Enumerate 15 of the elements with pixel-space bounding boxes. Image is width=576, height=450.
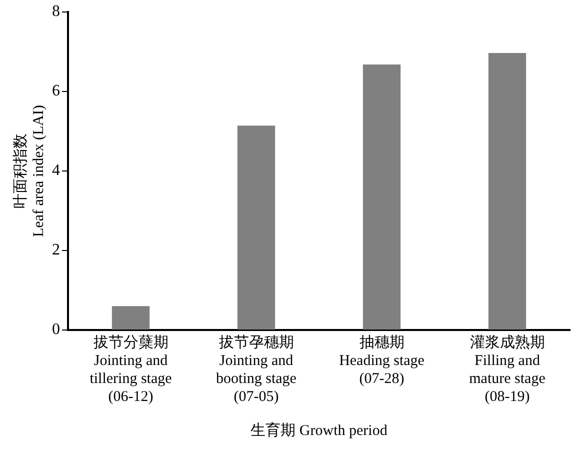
- y-tick-label: 6: [52, 82, 60, 100]
- y-tick-label: 2: [52, 242, 60, 259]
- y-tick-label: 4: [52, 162, 60, 180]
- y-axis-title: 叶面积指数 Leaf area index (LAI): [12, 105, 47, 237]
- bar: [488, 52, 526, 330]
- y-tick-label: 0: [52, 321, 60, 338]
- bar: [237, 126, 276, 330]
- x-tick-label: 灌浆成熟期 Filling and mature stage (08-19): [469, 334, 546, 405]
- bar: [112, 306, 150, 330]
- x-tick-label: 抽穗期 Heading stage (07-28): [339, 334, 425, 387]
- x-tick-label: 拔节孕穗期 Jointing and booting stage (07-05): [216, 334, 297, 405]
- bar: [362, 64, 401, 330]
- y-tick-label: 8: [52, 3, 60, 20]
- x-axis-title: 生育期 Growth period: [250, 422, 388, 439]
- x-tick-label: 拔节分蘖期 Jointing and tillering stage (06-12): [90, 334, 172, 405]
